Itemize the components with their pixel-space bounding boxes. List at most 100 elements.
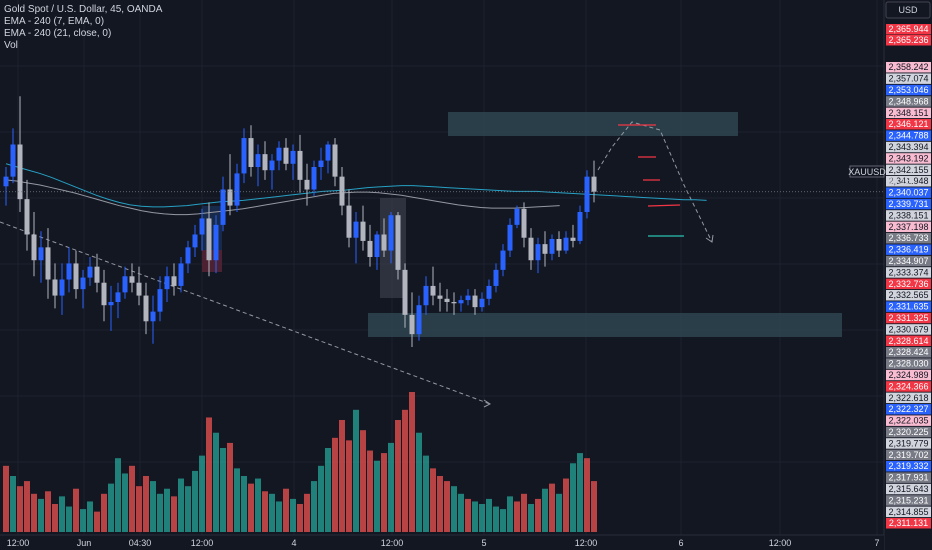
price-label-bg: [886, 24, 931, 35]
candle-body: [199, 218, 205, 235]
volume-bar: [31, 493, 37, 532]
legend-symbol-title: Gold Spot / U.S. Dollar, 45, OANDA: [4, 4, 163, 15]
price-label: 2,332.565: [888, 290, 928, 300]
volume-bar: [535, 498, 541, 532]
x-tick-label: 12:00: [769, 538, 792, 548]
volume-bar: [318, 465, 324, 532]
candle-body: [192, 234, 198, 248]
currency-box: [885, 1, 931, 19]
candle-body: [45, 247, 51, 280]
trend-line: [0, 221, 491, 405]
volume-bar: [444, 481, 450, 532]
volume-bar: [269, 493, 275, 532]
price-label: 2,331.325: [888, 313, 928, 323]
candle-body: [234, 173, 240, 206]
volume-bar: [402, 409, 408, 532]
price-label: 2,341.948: [888, 176, 928, 186]
candle-body: [66, 263, 72, 280]
chart-legend: Gold Spot / U.S. Dollar, 45, OANDA EMA -…: [4, 4, 162, 52]
price-label: 2,315.231: [888, 495, 928, 505]
volume-bar: [276, 501, 282, 532]
volume-bar: [150, 481, 156, 532]
price-label: 2,317.931: [888, 473, 928, 483]
candle-body: [304, 179, 310, 190]
candle-body: [500, 250, 506, 270]
x-tick-label: 04:30: [129, 538, 152, 548]
candle-body: [542, 244, 548, 254]
volume-bar: [346, 440, 352, 532]
volume-bar: [570, 463, 576, 532]
price-label-bg: [886, 278, 931, 290]
volume-bar: [486, 498, 492, 532]
price-label-bg: [886, 290, 931, 301]
price-label-bg: [886, 187, 931, 198]
price-label: 2,336.733: [888, 233, 928, 243]
candle-body: [122, 276, 128, 293]
candle-body: [521, 208, 527, 238]
volume-bar: [304, 493, 310, 532]
volume-bar: [38, 498, 44, 532]
candle-body: [3, 176, 9, 187]
price-label: 2,322.035: [888, 416, 928, 426]
candle-body: [444, 298, 450, 302]
volume-bar: [423, 455, 429, 532]
candle-body: [276, 147, 282, 161]
volume-bar: [227, 442, 233, 532]
volume-bar: [24, 481, 30, 532]
x-tick-label: 6: [678, 538, 683, 548]
price-label: 2,343.394: [888, 142, 928, 152]
volume-bar: [199, 455, 205, 532]
candle-body: [514, 208, 520, 225]
price-label: 2,365.236: [888, 35, 928, 45]
price-label: 2,334.907: [888, 256, 928, 266]
price-label-bg: [886, 404, 931, 415]
price-label-bg: [886, 335, 931, 347]
candle-body: [556, 239, 562, 251]
volume-bar: [563, 478, 569, 532]
candle-body: [206, 218, 212, 261]
x-tick-label: 7: [874, 538, 879, 548]
price-label: 2,338.151: [888, 210, 928, 220]
candle-body: [94, 266, 100, 283]
ema-fast-line: [5, 163, 707, 208]
x-tick-label: Jun: [77, 538, 92, 548]
volume-bar: [430, 468, 436, 532]
candle-body: [143, 295, 149, 322]
candle-body: [416, 305, 422, 335]
candle-body: [10, 144, 16, 177]
volume-bar: [465, 498, 471, 532]
price-label-bg: [886, 358, 931, 369]
candle-body: [73, 263, 79, 290]
candle-body: [108, 302, 114, 306]
volume-bar: [143, 476, 149, 532]
volume-bar: [332, 437, 338, 532]
candle-body: [479, 298, 485, 308]
volume-bar: [395, 420, 401, 532]
candle-body: [577, 212, 583, 241]
volume-bar: [136, 486, 142, 532]
price-label-bg: [886, 518, 931, 529]
volume-bar: [178, 478, 184, 532]
price-label: 2,322.618: [888, 393, 928, 403]
price-label-bg: [886, 438, 931, 449]
candle-body: [332, 144, 338, 177]
price-label-bg: [886, 164, 931, 176]
candle-body: [325, 144, 331, 161]
candle-body: [164, 276, 170, 290]
currency-label: USD: [898, 5, 918, 15]
candle-body: [290, 150, 296, 164]
volume-bar: [234, 468, 240, 532]
volume-bar: [311, 481, 317, 532]
candle-body: [150, 311, 156, 322]
volume-bar: [59, 496, 65, 532]
candle-body: [52, 279, 58, 296]
candle-body: [87, 266, 93, 278]
price-label: 2,336.419: [888, 245, 928, 255]
price-label: 2,348.968: [888, 96, 928, 106]
projection-path: [597, 121, 713, 243]
volume-bar: [542, 488, 548, 532]
volume-bar: [164, 488, 170, 532]
price-label-bg: [886, 301, 931, 312]
